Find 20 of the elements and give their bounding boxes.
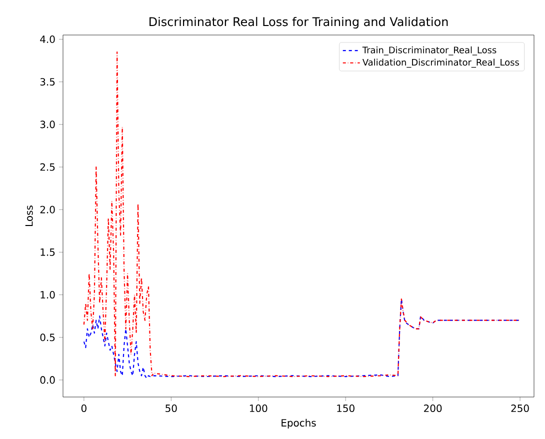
y-tick-label: 3.0 (40, 120, 55, 128)
x-tick-label: 250 (511, 404, 529, 412)
y-tick-label: 0.5 (40, 334, 55, 342)
legend-label: Train_Discriminator_Real_Loss (362, 46, 496, 56)
y-tick-label: 0.0 (40, 376, 55, 384)
x-tick-label: 0 (81, 404, 86, 412)
x-tick-label: 150 (337, 404, 354, 412)
x-tick-label: 100 (250, 404, 268, 412)
y-tick-label: 1.5 (40, 248, 55, 256)
y-tick-label: 1.0 (40, 291, 55, 299)
y-tick-label: 2.5 (40, 163, 55, 171)
x-tick-label: 50 (166, 404, 177, 412)
y-tick-label: 4.0 (40, 35, 55, 44)
chart-title: Discriminator Real Loss for Training and Validation (150, 16, 448, 28)
x-axis-title: Epochs (282, 418, 316, 429)
y-axis-title: Loss (25, 206, 33, 226)
y-tick-label: 3.5 (40, 78, 55, 86)
x-tick-label: 200 (424, 404, 442, 412)
legend-label: Validation_Discriminator_Real_Loss (362, 58, 519, 68)
y-tick-label: 2.0 (40, 206, 55, 214)
